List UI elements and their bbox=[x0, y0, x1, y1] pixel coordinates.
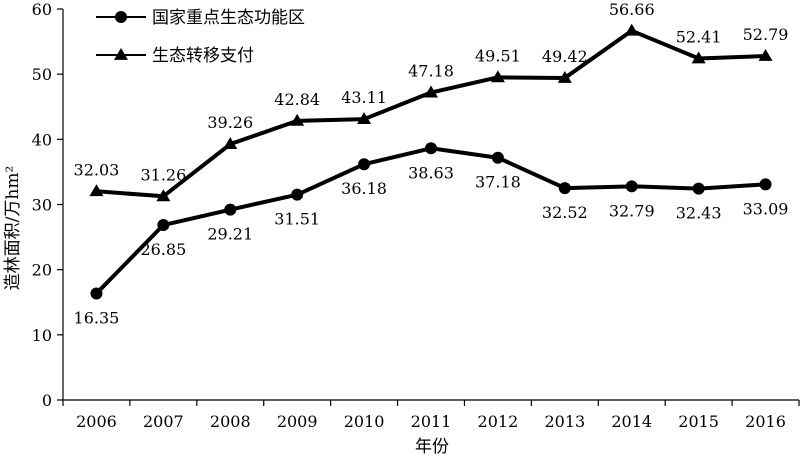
data-label: 29.21 bbox=[207, 225, 253, 244]
data-point-triangle bbox=[424, 85, 438, 98]
data-label: 32.79 bbox=[609, 201, 655, 220]
data-label: 37.18 bbox=[475, 173, 521, 192]
x-axis-ticks: 2006 2007 2008 2009 2010 2011 2012 2013 2014 2015… bbox=[62, 400, 800, 431]
data-label: 32.52 bbox=[542, 203, 588, 222]
data-label: 36.18 bbox=[341, 179, 387, 198]
data-point-circle bbox=[425, 142, 437, 155]
data-point-circle bbox=[692, 182, 705, 195]
x-tick-label: 2014 bbox=[611, 412, 652, 431]
x-tick-label: 2006 bbox=[76, 412, 117, 431]
data-point-circle bbox=[157, 219, 170, 232]
legend-marker-circle bbox=[115, 11, 127, 23]
x-tick-label: 2008 bbox=[210, 412, 251, 431]
data-label: 32.43 bbox=[676, 204, 722, 223]
data-label: 16.35 bbox=[74, 308, 120, 327]
data-label: 33.09 bbox=[743, 199, 789, 218]
data-point-circle bbox=[625, 180, 638, 193]
y-tick-label: 50 bbox=[32, 65, 52, 84]
data-point-circle bbox=[558, 182, 571, 195]
data-label: 47.18 bbox=[408, 62, 454, 81]
data-point-triangle bbox=[290, 113, 305, 126]
data-point-circle bbox=[90, 287, 103, 300]
data-point-triangle bbox=[223, 137, 238, 150]
data-label: 49.42 bbox=[542, 47, 588, 66]
series-1: 16.35 26.85 29.21 31.51 36.18 38.63 37.18 32.52… bbox=[74, 142, 789, 327]
x-tick-label: 2015 bbox=[678, 412, 719, 431]
data-point-triangle bbox=[624, 23, 639, 36]
x-tick-label: 2011 bbox=[411, 412, 452, 431]
data-label: 38.63 bbox=[408, 163, 454, 182]
series-layer: 16.35 26.85 29.21 31.51 36.18 38.63 37.18 32.52… bbox=[74, 0, 789, 327]
x-tick-label: 2007 bbox=[143, 412, 184, 431]
y-tick-label: 60 bbox=[32, 0, 52, 19]
legend-item-1: 国家重点生态功能区 bbox=[96, 8, 305, 28]
data-point-triangle bbox=[357, 112, 372, 124]
data-label: 49.51 bbox=[475, 46, 521, 65]
data-label: 52.79 bbox=[743, 25, 789, 44]
data-label: 31.26 bbox=[140, 165, 186, 184]
y-axis-title: 造林面积/万hm² bbox=[3, 166, 23, 291]
data-point-circle bbox=[358, 158, 371, 171]
data-label: 43.11 bbox=[341, 88, 387, 107]
x-tick-label: 2009 bbox=[277, 412, 318, 431]
data-label: 56.66 bbox=[609, 0, 655, 19]
x-axis-title: 年份 bbox=[415, 437, 449, 457]
data-point-triangle bbox=[691, 51, 706, 64]
y-tick-label: 40 bbox=[32, 130, 52, 149]
data-point-triangle bbox=[758, 48, 773, 61]
data-label: 52.41 bbox=[676, 27, 722, 46]
y-tick-label: 30 bbox=[32, 196, 52, 215]
data-label: 39.26 bbox=[207, 113, 253, 132]
x-tick-label: 2012 bbox=[478, 412, 519, 431]
data-label: 26.85 bbox=[140, 240, 186, 259]
data-label: 32.03 bbox=[74, 160, 120, 179]
series-2: 32.03 31.26 39.26 42.84 43.11 47.18 49.51 49.42… bbox=[74, 0, 789, 202]
y-tick-label: 20 bbox=[32, 261, 52, 280]
x-tick-label: 2013 bbox=[544, 412, 585, 431]
y-axis-ticks: 0 10 20 30 40 50 60 bbox=[32, 0, 63, 410]
data-point-circle bbox=[759, 178, 772, 191]
y-tick-label: 10 bbox=[32, 326, 52, 345]
data-point-circle bbox=[224, 203, 237, 216]
x-tick-label: 2016 bbox=[745, 412, 786, 431]
data-point-triangle bbox=[89, 184, 104, 197]
legend-marker-triangle bbox=[114, 48, 128, 60]
legend-item-2: 生态转移支付 bbox=[96, 46, 254, 66]
data-point-triangle bbox=[156, 189, 171, 202]
y-tick-label: 0 bbox=[42, 391, 52, 410]
legend-label: 生态转移支付 bbox=[152, 46, 254, 66]
legend-label: 国家重点生态功能区 bbox=[152, 8, 305, 28]
x-tick-label: 2010 bbox=[344, 412, 385, 431]
data-label: 42.84 bbox=[274, 90, 320, 109]
data-label: 31.51 bbox=[274, 210, 320, 229]
data-point-triangle bbox=[490, 70, 505, 83]
data-point-circle bbox=[291, 188, 304, 201]
data-point-circle bbox=[491, 151, 504, 164]
data-point-triangle bbox=[557, 70, 572, 83]
